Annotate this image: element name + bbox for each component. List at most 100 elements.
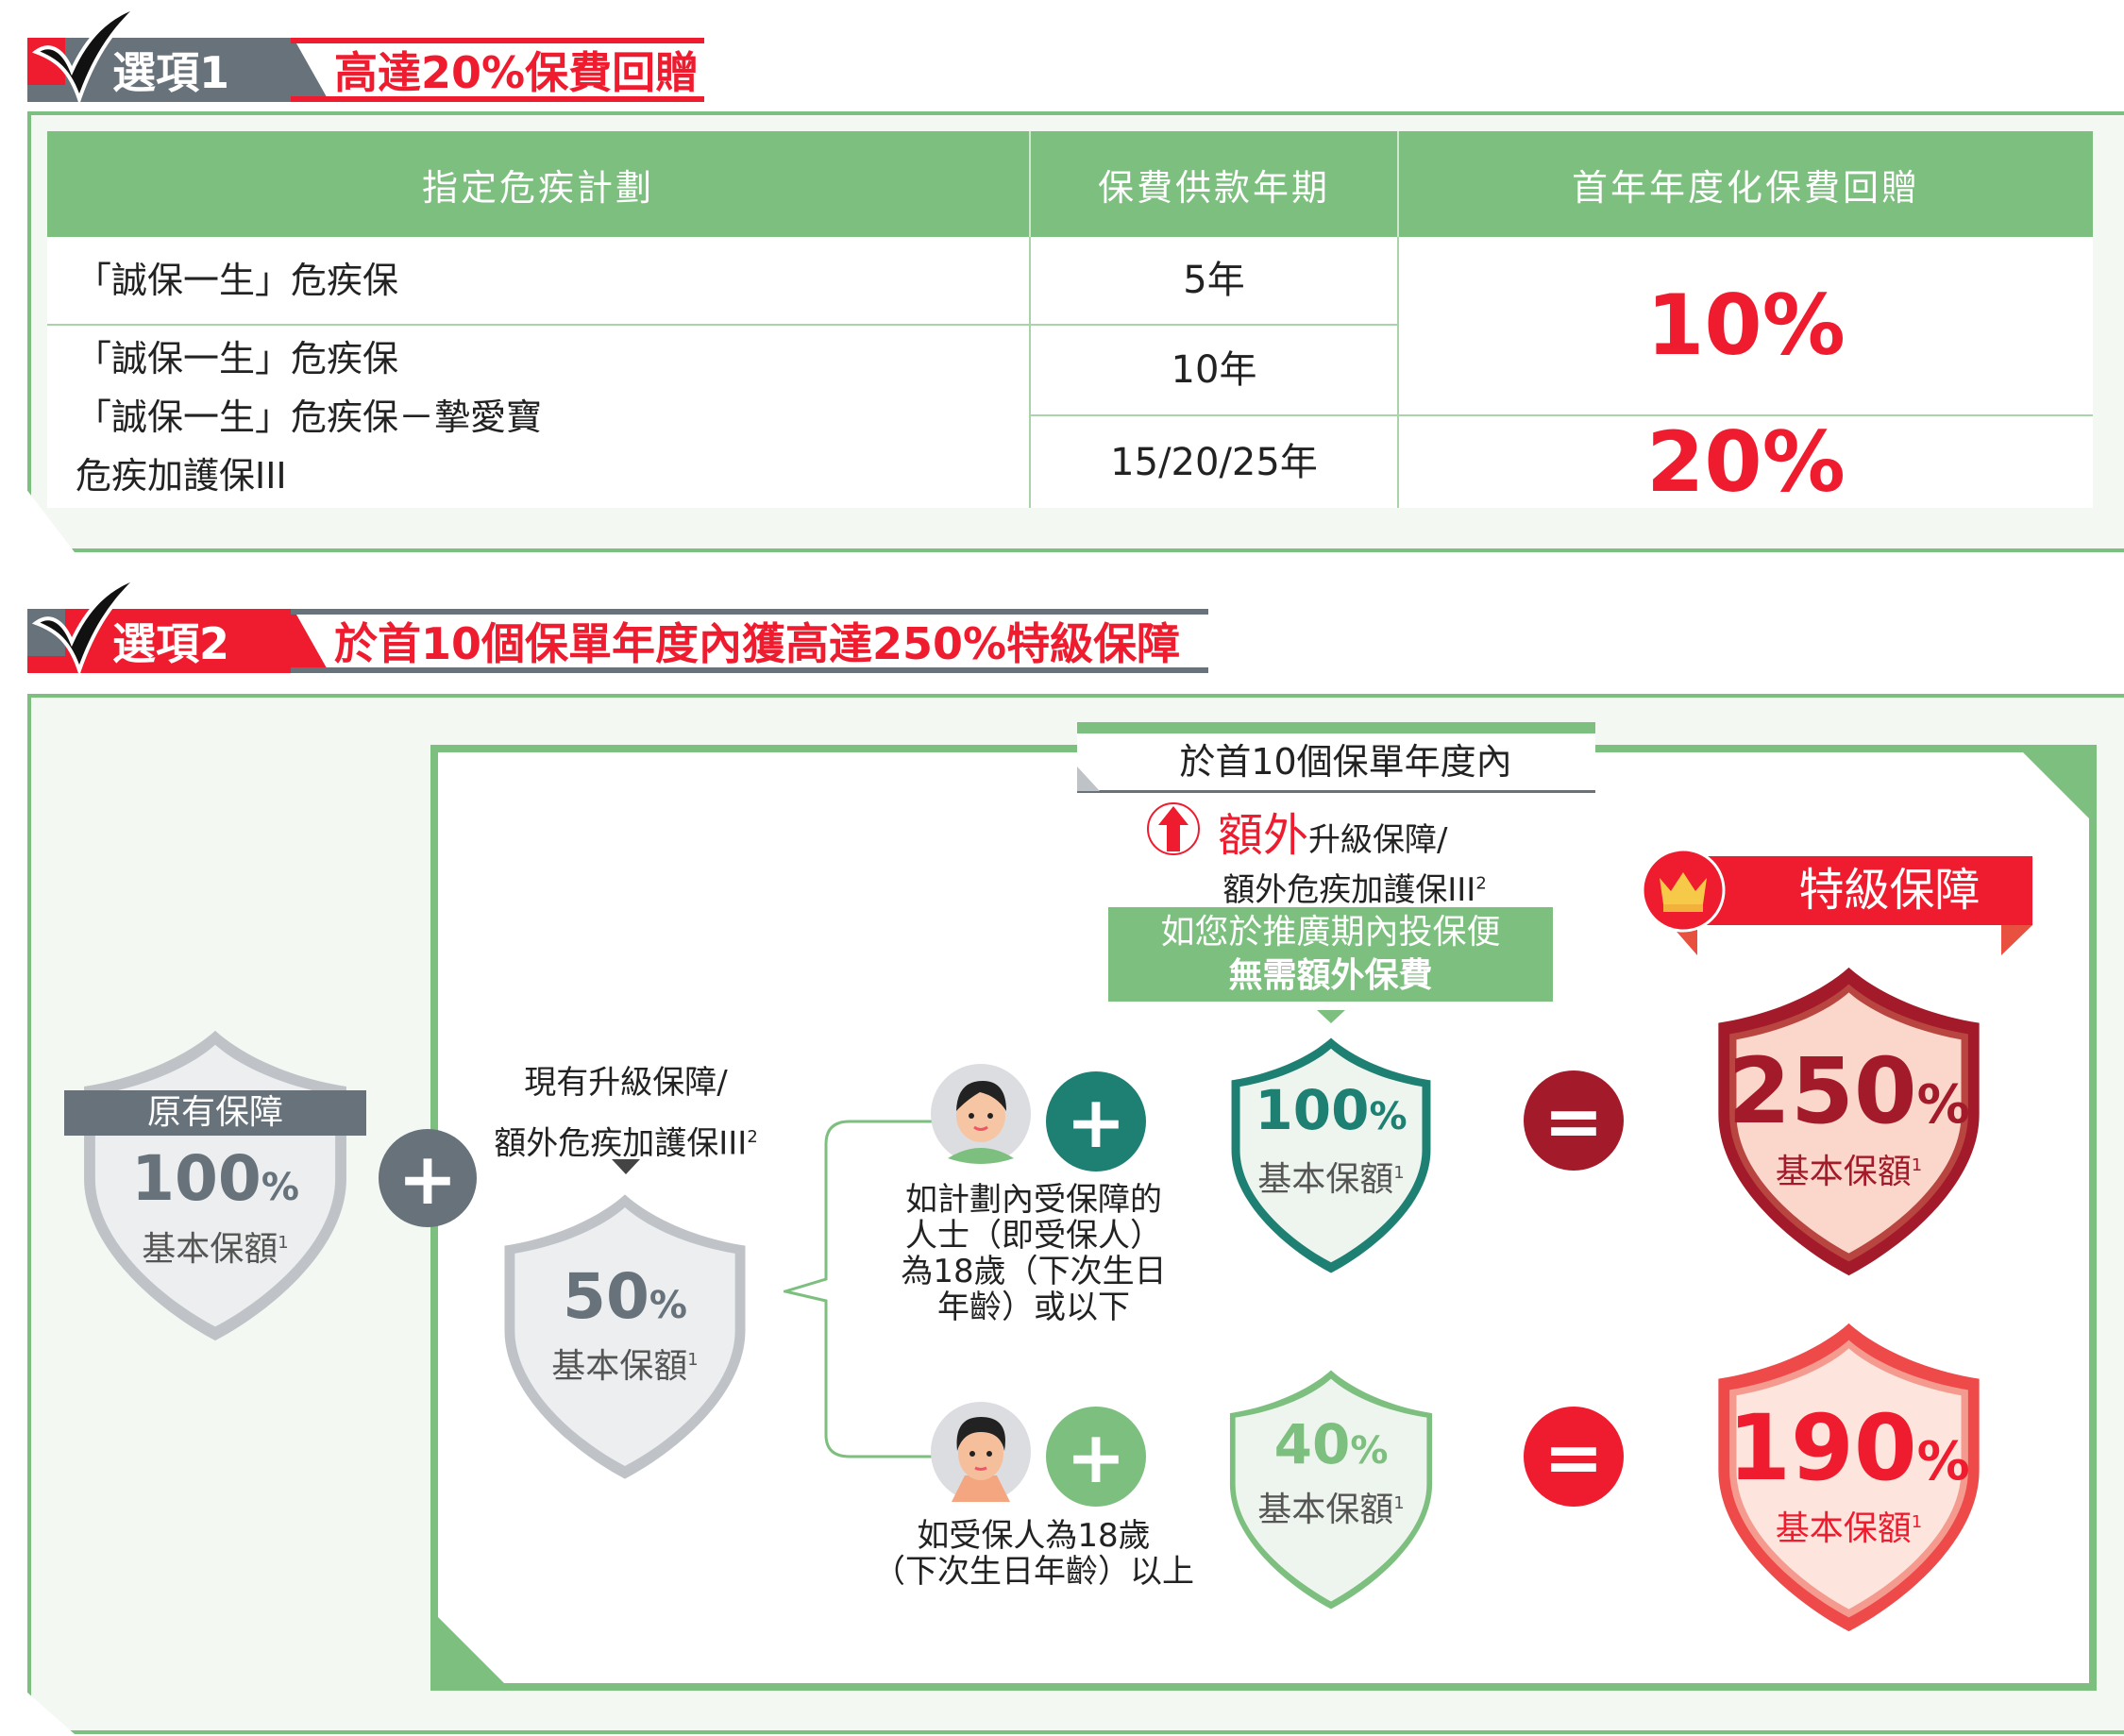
equals-icon: = [1524, 1407, 1624, 1507]
existing-line2: 額外危疾加護保III [494, 1124, 748, 1163]
extra-plan: 額外危疾加護保III [1222, 871, 1476, 909]
result-child-shield [1718, 967, 1980, 1276]
term-cell: 10年 [1030, 324, 1399, 415]
plus-icon: + [1046, 1071, 1146, 1171]
equals-symbol: = [1543, 1078, 1604, 1163]
pct-unit: % [1350, 1429, 1389, 1473]
text-line: 人士（即受保人） [905, 1217, 1162, 1255]
existing-shield [504, 1194, 746, 1479]
child-extra-shield [1231, 1037, 1431, 1273]
pct-value: 100 [131, 1142, 261, 1215]
plan-name: 「誠保一生」危疾保－摯愛寶 [76, 396, 543, 438]
footnote: 2 [747, 1127, 758, 1147]
existing-desc: 基本保額1 [495, 1339, 755, 1388]
footnote: 1 [1911, 1155, 1923, 1175]
text-line: （下次生日年齡）以上 [873, 1553, 1194, 1591]
header-plan: 指定危疾計劃 [47, 131, 1031, 237]
footnote: 1 [1393, 1493, 1405, 1513]
no-extra-premium-banner: 如您於推廣期內投保便 無需額外保費 [1108, 907, 1553, 1002]
option1-tag-label: 選項1 [112, 47, 230, 98]
pct-value: 100 [1255, 1078, 1370, 1142]
period-header-text: 於首10個保單年度內 [1179, 741, 1512, 783]
header-term: 保費供款年期 [1030, 131, 1399, 237]
option1-title: 高達20%保費回贈 [291, 38, 704, 102]
extra-highlight: 額外 [1218, 809, 1309, 862]
rebate-cell: 10% [1646, 277, 1846, 374]
child-extra-pct: 100% [1223, 1078, 1439, 1142]
rebate-cell: 20% [1398, 414, 2093, 508]
adult-avatar [931, 1402, 1031, 1502]
existing-text: 現有升級保障/額外危疾加護保III2 [453, 1055, 799, 1171]
pct-unit: % [649, 1284, 687, 1327]
option1-title-text: 高達20%保費回贈 [334, 47, 700, 98]
term-cell: 5年 [1030, 237, 1399, 325]
extra-line1: 額外升級保障/ [1218, 798, 1447, 864]
adult-condition: 如受保人為18歲 （下次生日年齡）以上 [850, 1518, 1218, 1590]
text-line: 年齡）或以下 [937, 1289, 1130, 1326]
pct-unit: % [261, 1166, 299, 1209]
header-rebate: 首年年度化保費回贈 [1398, 131, 2093, 237]
plan-cell: 「誠保一生」危疾保 [47, 237, 1031, 325]
pct-unit: % [1916, 1431, 1970, 1492]
child-avatar [931, 1064, 1031, 1164]
child-extra-desc: 基本保額1 [1223, 1152, 1439, 1201]
desc-text: 基本保額 [1775, 1509, 1912, 1548]
special-protection-ribbon: 特級保障 [1699, 856, 2032, 925]
adult-extra-desc: 基本保額1 [1223, 1482, 1439, 1531]
desc-text: 基本保額 [142, 1230, 278, 1269]
result-adult-shield [1718, 1323, 1980, 1632]
plan-name: 危疾加護保III [76, 454, 287, 497]
equals-symbol: = [1543, 1414, 1604, 1499]
adult-extra-shield [1229, 1370, 1433, 1610]
up-arrow-icon [1147, 802, 1200, 855]
child-condition: 如計劃內受保障的 人士（即受保人） 為18歲（下次生日 年齡）或以下 [878, 1182, 1189, 1325]
pct-value: 50 [563, 1260, 649, 1333]
result-adult-pct: 190% [1704, 1395, 1994, 1501]
plus-symbol: + [1066, 1079, 1126, 1164]
banner-line2: 無需額外保費 [1228, 956, 1433, 995]
existing-line1: 現有升級保障/ [524, 1064, 728, 1102]
adult-extra-pct: 40% [1223, 1412, 1439, 1476]
period-header: 於首10個保單年度內 [1077, 722, 1595, 793]
footnote: 1 [1911, 1512, 1923, 1532]
desc-text: 基本保額 [1257, 1160, 1394, 1199]
plus-symbol: + [397, 1136, 458, 1221]
existing-pct: 50% [495, 1260, 755, 1333]
option2-tag-label: 選項2 [112, 618, 230, 669]
plan-cell: 「誠保一生」危疾保「誠保一生」危疾保－摯愛寶 危疾加護保III [47, 324, 1031, 508]
pct-value: 40 [1273, 1412, 1351, 1476]
original-desc: 基本保額1 [74, 1222, 357, 1271]
result-adult-desc: 基本保額1 [1704, 1501, 1994, 1550]
extra-line2: 額外危疾加護保III2 [1161, 864, 1548, 910]
pct-unit: % [1916, 1074, 1970, 1136]
result-child-pct: 250% [1704, 1038, 1994, 1144]
term-cell: 15/20/25年 [1030, 414, 1399, 508]
bracket-connector [784, 1120, 982, 1458]
footnote: 1 [687, 1350, 699, 1370]
text-line: 如計劃內受保障的 [905, 1181, 1162, 1219]
footnote: 1 [278, 1233, 289, 1253]
pct-value: 250 [1728, 1038, 1917, 1144]
desc-text: 基本保額 [551, 1347, 688, 1386]
footnote: 1 [1393, 1163, 1405, 1183]
crown-icon [1641, 848, 1726, 933]
banner-line1: 如您於推廣期內投保便 [1160, 913, 1501, 952]
text-line: 為18歲（下次生日 [901, 1253, 1167, 1290]
footnote: 2 [1475, 873, 1487, 894]
checkmark-icon [32, 576, 140, 675]
pct-unit: % [1369, 1095, 1408, 1138]
option2-title-text: 於首10個保單年度內獲高達250%特級保障 [334, 618, 1181, 669]
original-pct: 100% [74, 1142, 357, 1215]
plus-icon: + [379, 1129, 477, 1227]
plus-symbol: + [1066, 1414, 1126, 1499]
equals-icon: = [1524, 1070, 1624, 1171]
desc-text: 基本保額 [1775, 1153, 1912, 1191]
pct-value: 190 [1728, 1395, 1917, 1501]
plan-name: 「誠保一生」危疾保 [76, 337, 399, 379]
desc-text: 基本保額 [1257, 1491, 1394, 1529]
plus-icon: + [1046, 1407, 1146, 1507]
result-child-desc: 基本保額1 [1704, 1144, 1994, 1193]
text-line: 如受保人為18歲 [917, 1517, 1151, 1555]
extra-rest: 升級保障/ [1308, 821, 1448, 859]
original-label: 原有保障 [64, 1090, 366, 1136]
